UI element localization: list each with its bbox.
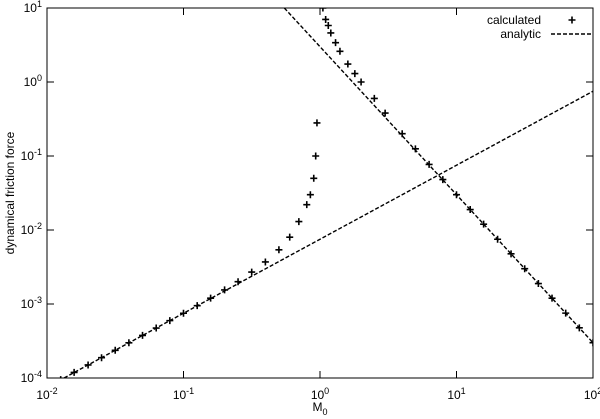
data-point: [336, 47, 344, 55]
x-tick-label: 102: [584, 386, 600, 402]
data-point: [248, 268, 256, 276]
data-point: [548, 294, 556, 302]
data-point: [322, 15, 330, 23]
y-tick-label: 10-2: [21, 221, 42, 237]
data-point: [319, 8, 327, 12]
data-point: [327, 29, 335, 37]
y-tick-label: 101: [24, 0, 42, 15]
y-tick-label: 10-4: [21, 369, 42, 385]
data-point: [312, 152, 320, 160]
analytic-line: [63, 8, 593, 378]
data-point: [70, 368, 78, 376]
data-point: [466, 206, 474, 214]
x-tick-label: 101: [447, 386, 465, 402]
data-point: [439, 176, 447, 184]
y-tick-label: 100: [24, 73, 42, 89]
data-point: [344, 60, 352, 68]
plot-frame: [46, 7, 594, 379]
data-point: [507, 250, 515, 258]
legend-label: analytic: [500, 27, 541, 41]
data-point: [286, 233, 294, 241]
data-point: [295, 218, 303, 226]
data-point: [275, 246, 283, 254]
x-tick-label: 10-1: [173, 386, 194, 402]
legend-label: calculated: [487, 13, 541, 27]
data-point: [589, 339, 593, 347]
data-point: [59, 376, 62, 378]
data-point: [357, 78, 365, 86]
x-tick-label: 100: [311, 386, 329, 402]
y-tick-label: 10-3: [21, 295, 42, 311]
plot-area: [59, 8, 593, 378]
data-point: [139, 331, 147, 339]
data-point: [306, 191, 314, 199]
legend-marker: [568, 16, 576, 24]
data-point: [303, 201, 311, 209]
data-point: [351, 70, 359, 78]
data-point: [370, 94, 378, 102]
data-point: [411, 145, 419, 153]
data-point: [207, 294, 215, 302]
y-tick-label: 10-1: [21, 147, 42, 163]
data-point: [221, 286, 229, 294]
y-axis-label: dynamical friction force: [3, 131, 17, 254]
data-point: [310, 174, 318, 182]
data-point: [313, 119, 321, 127]
x-tick-label: 10-2: [36, 386, 57, 402]
data-point: [111, 346, 119, 354]
data-point: [332, 39, 340, 47]
data-point: [381, 109, 389, 117]
data-point: [261, 258, 269, 266]
data-point: [324, 22, 332, 30]
x-axis-label: M0: [312, 400, 327, 417]
